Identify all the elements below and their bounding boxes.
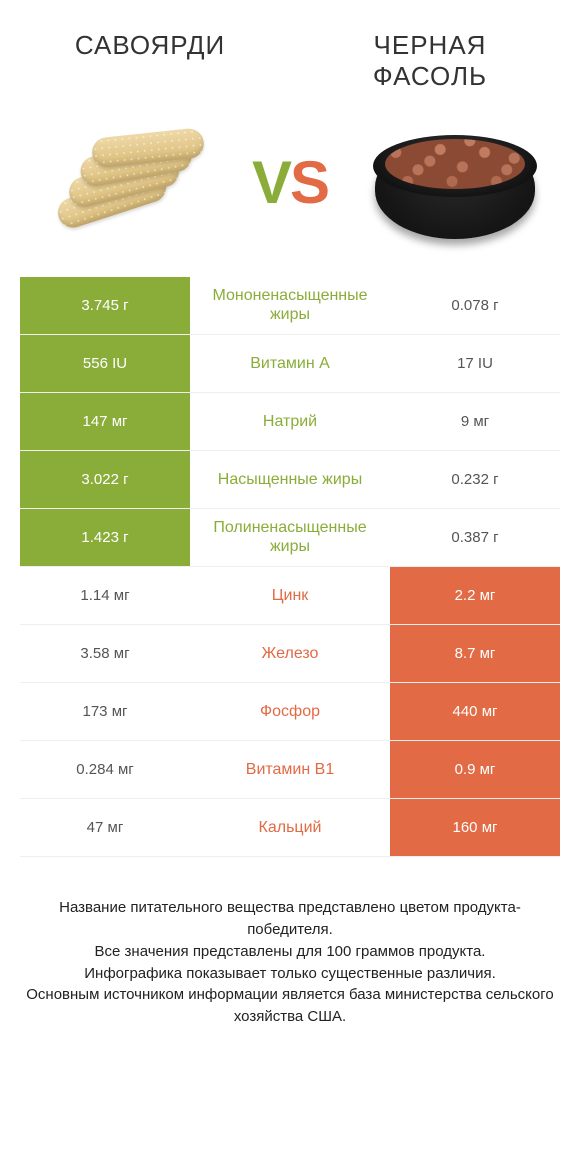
table-row: 556 IUВитамин A17 IU (20, 335, 560, 393)
titles-row: САВОЯРДИ ЧЕРНАЯ ФАСОЛЬ (0, 0, 580, 92)
value-left: 0.284 мг (20, 741, 190, 798)
title-right: ЧЕРНАЯ ФАСОЛЬ (320, 30, 540, 92)
value-right: 0.232 г (390, 451, 560, 508)
nutrient-table: 3.745 гМононенасыщенные жиры0.078 г556 I… (20, 277, 560, 857)
product-image-right (370, 117, 540, 247)
footer-line: Название питательного вещества представл… (20, 897, 560, 941)
footer-line: Инфографика показывает только существенн… (20, 963, 560, 985)
value-left: 47 мг (20, 799, 190, 856)
nutrient-label: Витамин B1 (190, 741, 390, 798)
table-row: 0.284 мгВитамин B10.9 мг (20, 741, 560, 799)
table-row: 47 мгКальций160 мг (20, 799, 560, 857)
table-row: 3.022 гНасыщенные жиры0.232 г (20, 451, 560, 509)
nutrient-label: Витамин A (190, 335, 390, 392)
value-left: 3.745 г (20, 277, 190, 334)
table-row: 3.58 мгЖелезо8.7 мг (20, 625, 560, 683)
value-right: 9 мг (390, 393, 560, 450)
value-left: 3.58 мг (20, 625, 190, 682)
value-right: 0.078 г (390, 277, 560, 334)
nutrient-label: Фосфор (190, 683, 390, 740)
vs-s: S (290, 149, 328, 216)
table-row: 3.745 гМононенасыщенные жиры0.078 г (20, 277, 560, 335)
vs-label: VS (252, 148, 328, 217)
nutrient-label: Натрий (190, 393, 390, 450)
table-row: 173 мгФосфор440 мг (20, 683, 560, 741)
value-left: 1.14 мг (20, 567, 190, 624)
hero-row: VS (0, 92, 580, 277)
vs-v: V (252, 149, 290, 216)
value-right: 17 IU (390, 335, 560, 392)
nutrient-label: Насыщенные жиры (190, 451, 390, 508)
value-left: 173 мг (20, 683, 190, 740)
value-right: 8.7 мг (390, 625, 560, 682)
nutrient-label: Мононенасыщенные жиры (190, 277, 390, 334)
value-left: 147 мг (20, 393, 190, 450)
value-right: 440 мг (390, 683, 560, 740)
value-right: 0.387 г (390, 509, 560, 566)
nutrient-label: Полиненасыщенные жиры (190, 509, 390, 566)
product-image-left (40, 117, 210, 247)
value-left: 1.423 г (20, 509, 190, 566)
nutrient-label: Цинк (190, 567, 390, 624)
value-right: 0.9 мг (390, 741, 560, 798)
value-right: 160 мг (390, 799, 560, 856)
footer-line: Все значения представлены для 100 граммо… (20, 941, 560, 963)
title-left: САВОЯРДИ (40, 30, 260, 92)
nutrient-label: Кальций (190, 799, 390, 856)
footer-line: Основным источником информации является … (20, 984, 560, 1028)
table-row: 1.423 гПолиненасыщенные жиры0.387 г (20, 509, 560, 567)
nutrient-label: Железо (190, 625, 390, 682)
table-row: 1.14 мгЦинк2.2 мг (20, 567, 560, 625)
value-right: 2.2 мг (390, 567, 560, 624)
value-left: 3.022 г (20, 451, 190, 508)
footer-notes: Название питательного вещества представл… (20, 897, 560, 1028)
table-row: 147 мгНатрий9 мг (20, 393, 560, 451)
value-left: 556 IU (20, 335, 190, 392)
